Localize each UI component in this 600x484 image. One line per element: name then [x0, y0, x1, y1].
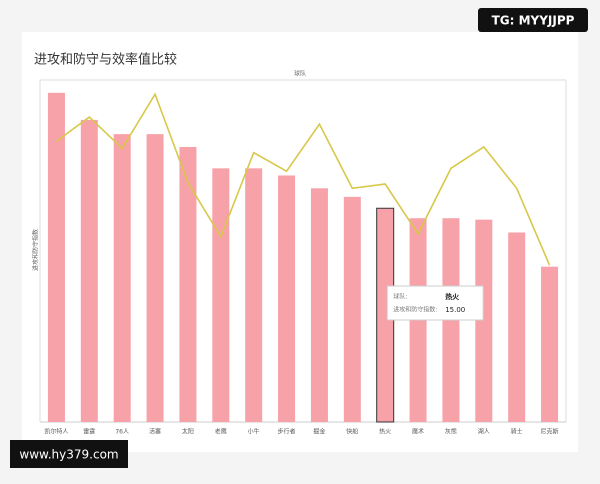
bar: [508, 232, 526, 422]
bar: [310, 188, 328, 422]
bar: [179, 146, 197, 422]
tooltip: [386, 285, 484, 321]
chart-title: 进攻和防守与效率值比较: [34, 52, 177, 68]
tooltip-value: 15.00: [445, 306, 465, 314]
tooltip-value: 热火: [445, 292, 460, 301]
bar: [47, 92, 65, 422]
x-tick-label: 活塞: [149, 428, 161, 436]
bar: [245, 168, 263, 422]
x-tick-label: 快船: [346, 428, 358, 436]
y-axis-label: 进攻和防守指数: [32, 229, 40, 271]
x-tick-label: 太阳: [182, 428, 194, 436]
line: [55, 92, 551, 266]
x-tick-label: 步行者: [278, 428, 296, 436]
x-tick-label: 76人: [115, 429, 129, 436]
x-tick-label: 老鹰: [215, 428, 227, 436]
watermark-box: [10, 440, 128, 468]
bar: [541, 266, 559, 422]
watermark-box: [478, 8, 588, 32]
x-tick-label: 凯尔特人: [44, 428, 68, 436]
x-tick-label: 掘金: [313, 428, 325, 436]
tooltip-key: 进攻和防守指数:: [393, 306, 437, 314]
bar: [212, 168, 230, 422]
x-header: 球队: [294, 70, 306, 78]
panel: [22, 32, 578, 452]
bar: [343, 196, 361, 422]
watermark-bottom: www.hy379.com: [19, 448, 118, 462]
bar: [80, 119, 98, 423]
x-tick-label: 湖人: [478, 428, 490, 436]
x-tick-label: 魔术: [412, 428, 424, 436]
bar: [113, 134, 131, 422]
x-tick-label: 骑士: [511, 428, 523, 436]
x-tick-label: 雷霆: [83, 429, 95, 436]
x-tick-label: 灰熊: [445, 428, 457, 436]
bar: [278, 175, 296, 422]
x-tick-label: 热火: [379, 428, 391, 436]
x-tick-label: 尼克斯: [541, 428, 559, 436]
watermark-top: TG: MYYJJPP: [492, 14, 575, 28]
bar: [146, 134, 164, 422]
x-tick-label: 小牛: [248, 428, 260, 436]
tooltip-key: 球队:: [393, 293, 407, 301]
bar: [475, 219, 493, 422]
